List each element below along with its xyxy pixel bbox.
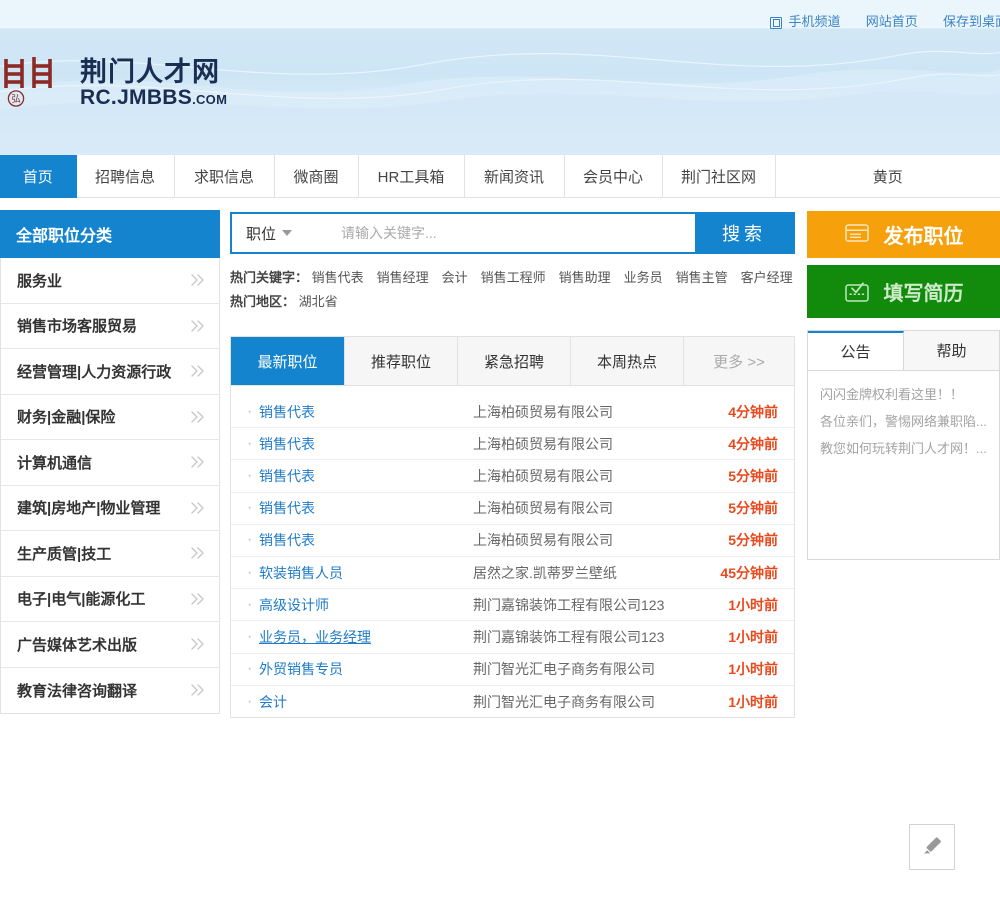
svg-text:弘: 弘: [11, 94, 21, 105]
